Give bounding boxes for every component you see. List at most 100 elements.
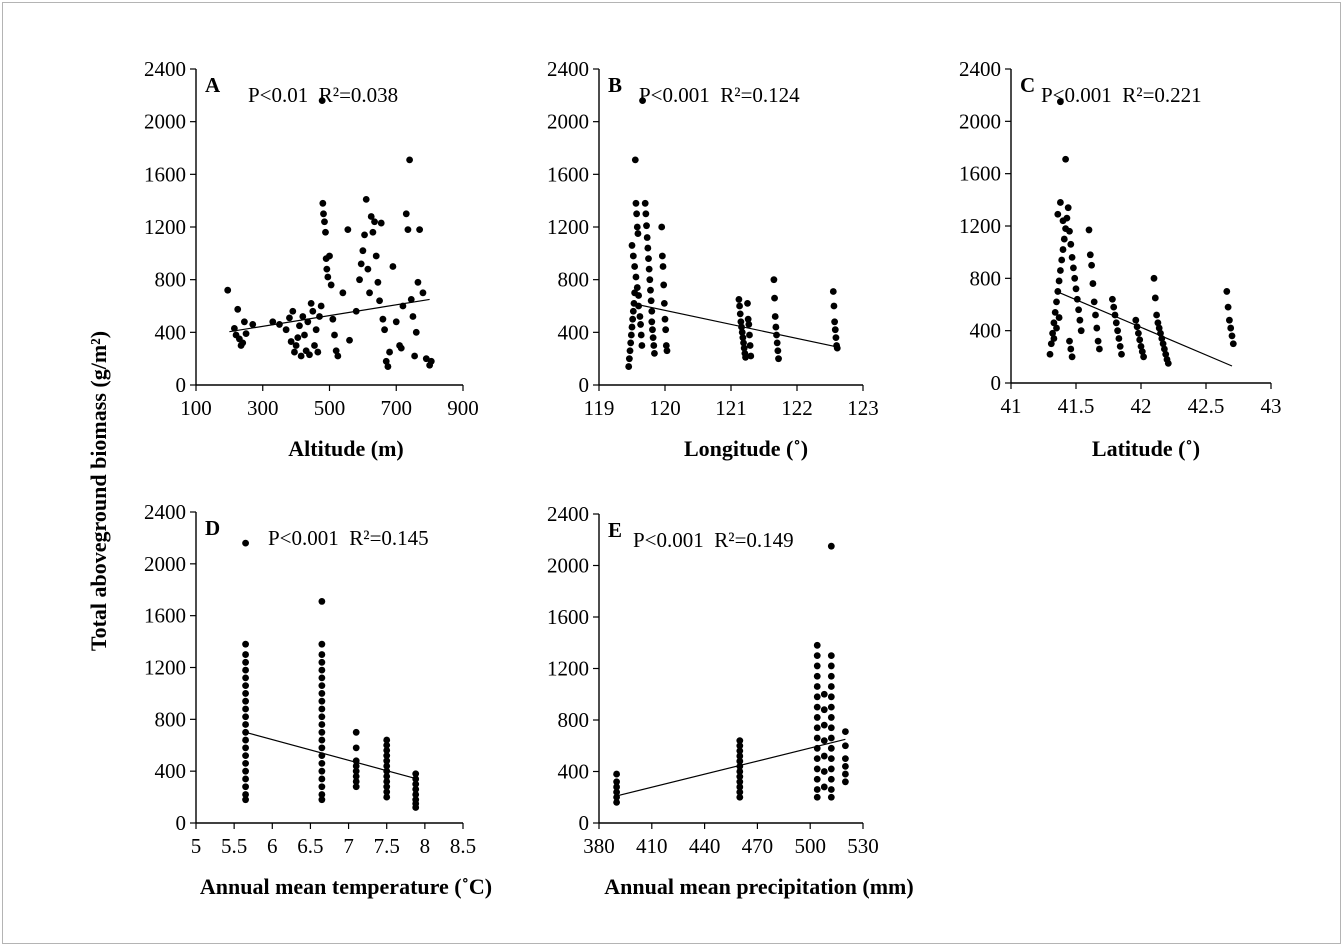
data-point [318, 736, 326, 744]
data-point [650, 342, 658, 349]
data-point [1057, 199, 1064, 206]
x-tick-label: 43 [1261, 394, 1282, 418]
data-point [1059, 217, 1067, 225]
data-point [813, 683, 821, 690]
data-point [1072, 285, 1080, 293]
data-point [1110, 303, 1118, 311]
data-point [629, 307, 637, 315]
data-point [827, 734, 835, 742]
data-point [1062, 155, 1069, 163]
x-tick-label: 41.5 [1058, 394, 1095, 418]
data-point [662, 326, 670, 334]
data-point [813, 765, 821, 773]
data-point [242, 674, 249, 682]
x-tick-label: 123 [847, 396, 879, 420]
data-point [842, 778, 849, 786]
data-point [643, 222, 650, 230]
data-point [427, 357, 435, 365]
data-point [314, 348, 322, 356]
data-point [813, 672, 821, 680]
data-point [356, 276, 363, 284]
data-point [813, 641, 821, 649]
data-point [242, 651, 249, 658]
data-point [282, 326, 290, 334]
data-point [371, 218, 378, 226]
data-point [1068, 254, 1076, 261]
x-tick-label: 8 [420, 834, 431, 858]
data-point [412, 328, 420, 336]
data-point [1159, 340, 1167, 348]
data-point [392, 318, 400, 326]
data-point [319, 199, 327, 207]
data-point [318, 690, 326, 697]
y-tick-label: 2400 [547, 502, 589, 526]
data-point [240, 318, 248, 326]
data-point [813, 755, 821, 763]
data-point [304, 318, 312, 326]
data-point [827, 672, 835, 680]
data-point [324, 273, 332, 281]
data-point [738, 328, 746, 336]
trend-line [631, 302, 837, 348]
data-point [242, 705, 249, 713]
data-point [318, 682, 326, 690]
x-tick-label: 900 [447, 396, 479, 420]
y-tick-label: 0 [176, 811, 187, 835]
data-point [842, 742, 849, 750]
data-point [382, 357, 390, 365]
y-tick-label: 0 [176, 373, 187, 397]
data-point [658, 223, 666, 231]
x-tick-label: 6 [267, 834, 278, 858]
data-point [813, 775, 821, 783]
data-point [416, 226, 424, 234]
data-point [318, 598, 326, 605]
x-tick-label: 500 [314, 396, 346, 420]
data-point [1060, 235, 1068, 243]
data-point [1068, 353, 1076, 361]
data-point [820, 752, 828, 760]
data-point [648, 318, 656, 326]
data-point [636, 313, 644, 320]
data-point [632, 273, 640, 281]
data-point [1150, 274, 1158, 282]
data-point [774, 347, 782, 355]
data-point [352, 762, 360, 770]
y-tick-label: 1600 [547, 605, 589, 629]
data-point [323, 265, 331, 273]
data-point [740, 344, 748, 352]
data-point [377, 219, 385, 227]
y-tick-label: 1200 [547, 657, 589, 681]
data-point [842, 728, 849, 735]
x-tick-label: 121 [715, 396, 747, 420]
data-point [294, 334, 302, 341]
data-point [628, 323, 636, 331]
x-tick-label: 5 [191, 834, 202, 858]
data-point [1112, 319, 1120, 327]
data-point [242, 539, 249, 547]
trend-line [616, 738, 846, 797]
data-point [329, 315, 337, 323]
data-point [827, 744, 835, 752]
y-tick-label: 2000 [144, 552, 186, 576]
data-point [364, 265, 372, 273]
data-point [658, 252, 666, 260]
data-point [632, 199, 640, 207]
data-point [318, 791, 326, 798]
data-point [829, 288, 837, 295]
data-point [242, 658, 249, 666]
data-point [813, 714, 821, 721]
data-point [820, 690, 828, 698]
data-point [318, 775, 326, 783]
x-tick-label: 380 [583, 834, 615, 858]
data-point [1224, 303, 1232, 311]
data-point [737, 318, 745, 326]
data-point [318, 674, 326, 682]
x-tick-label: 440 [689, 834, 721, 858]
data-point [820, 783, 828, 791]
data-point [1089, 280, 1097, 287]
data-point [739, 334, 747, 341]
data-point [383, 772, 391, 780]
data-point [648, 307, 656, 315]
data-point [318, 651, 326, 658]
